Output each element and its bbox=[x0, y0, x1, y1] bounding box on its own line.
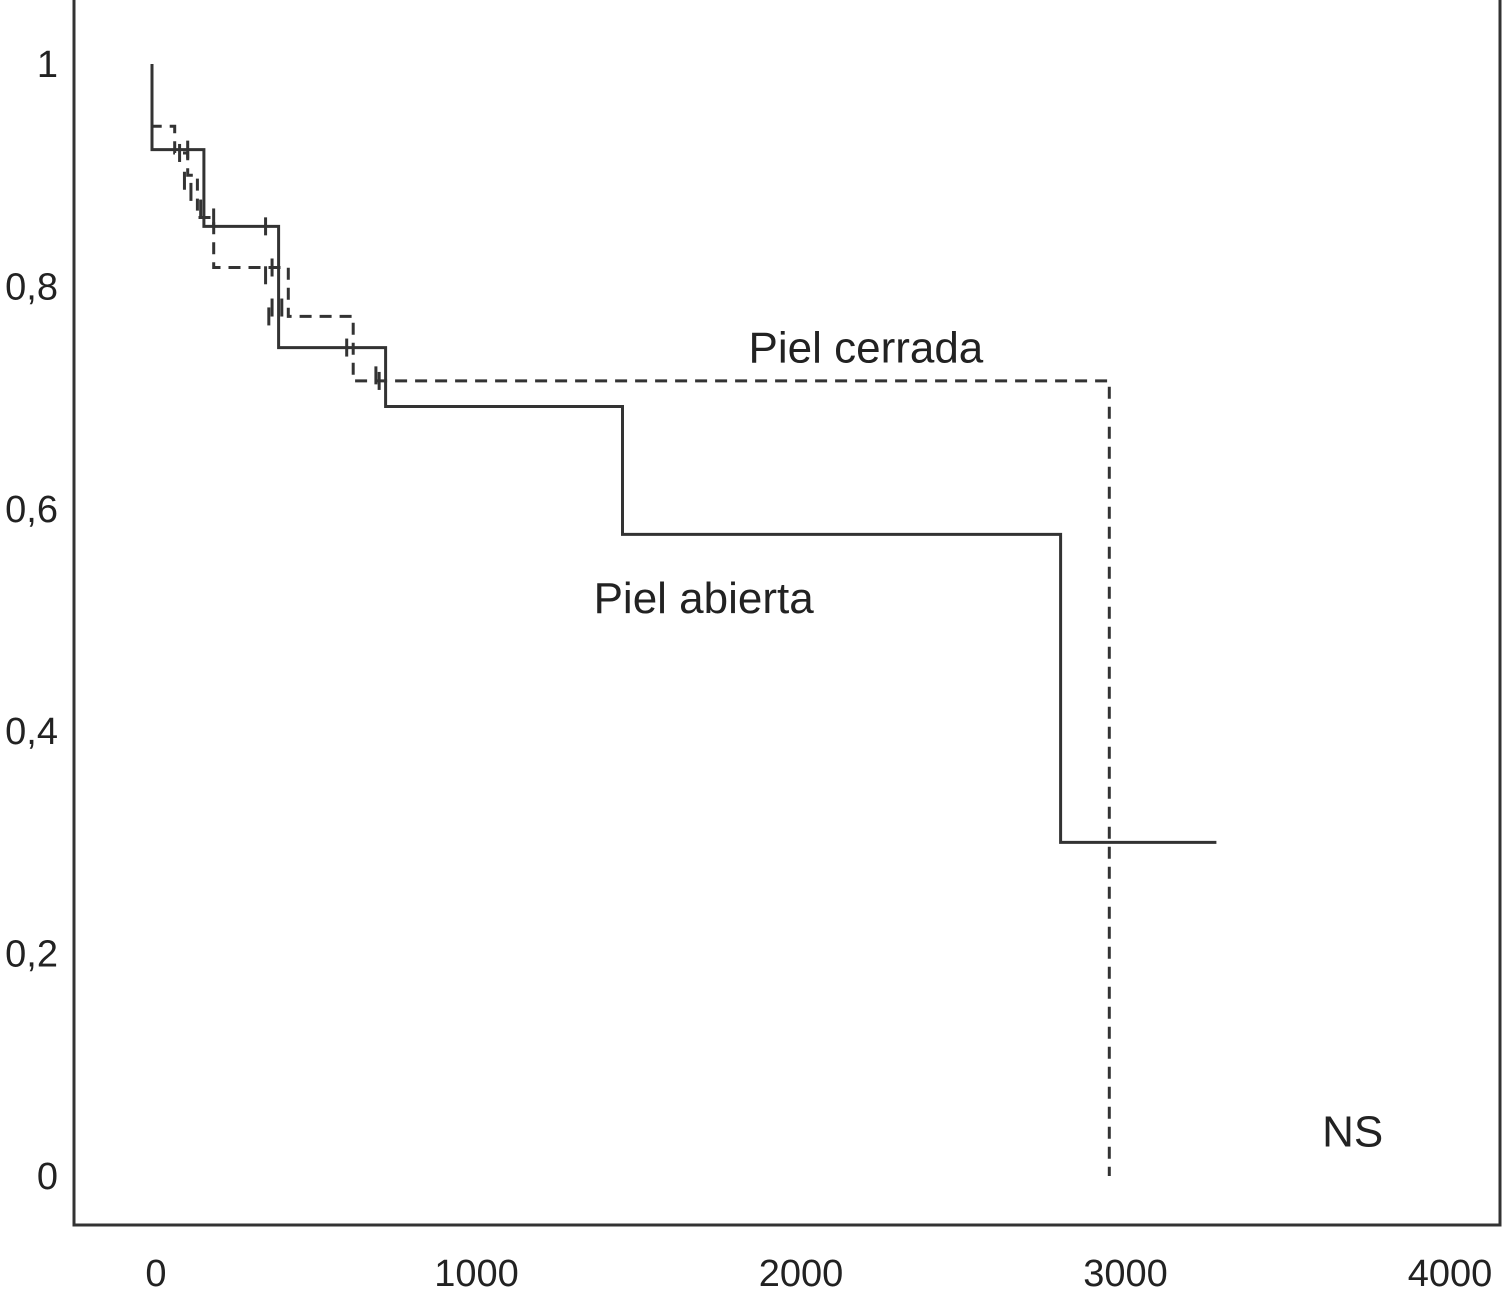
x-tick-label: 0 bbox=[145, 1253, 166, 1295]
y-axis-ticks: 0 0,2 0,4 0,6 0,8 1 bbox=[5, 44, 58, 1198]
x-tick-label: 1000 bbox=[434, 1253, 519, 1295]
annotation-layer: Piel cerrada Piel abierta NS bbox=[594, 324, 1384, 1157]
x-tick-label: 2000 bbox=[759, 1253, 844, 1295]
x-tick-label: 4000 bbox=[1408, 1253, 1493, 1295]
y-tick-label: 0,2 bbox=[5, 934, 58, 976]
y-tick-label: 0,4 bbox=[5, 711, 58, 753]
annotation-piel-cerrada: Piel cerrada bbox=[749, 324, 984, 373]
y-tick-label: 1 bbox=[37, 44, 58, 86]
series-line-piel-abierta bbox=[150, 64, 1217, 844]
series-line-piel-cerrada bbox=[150, 64, 1111, 1176]
y-tick-label: 0,8 bbox=[5, 266, 58, 308]
y-tick-label: 0,6 bbox=[5, 489, 58, 531]
y-tick-label: 0 bbox=[37, 1156, 58, 1198]
x-tick-label: 3000 bbox=[1083, 1253, 1168, 1295]
annotation-ns: NS bbox=[1322, 1108, 1383, 1157]
series-layer bbox=[150, 64, 1217, 1176]
plot-frame bbox=[72, 0, 1502, 1227]
x-axis-ticks: 0 1000 2000 3000 4000 bbox=[145, 1253, 1492, 1295]
annotation-piel-abierta: Piel abierta bbox=[594, 574, 815, 623]
